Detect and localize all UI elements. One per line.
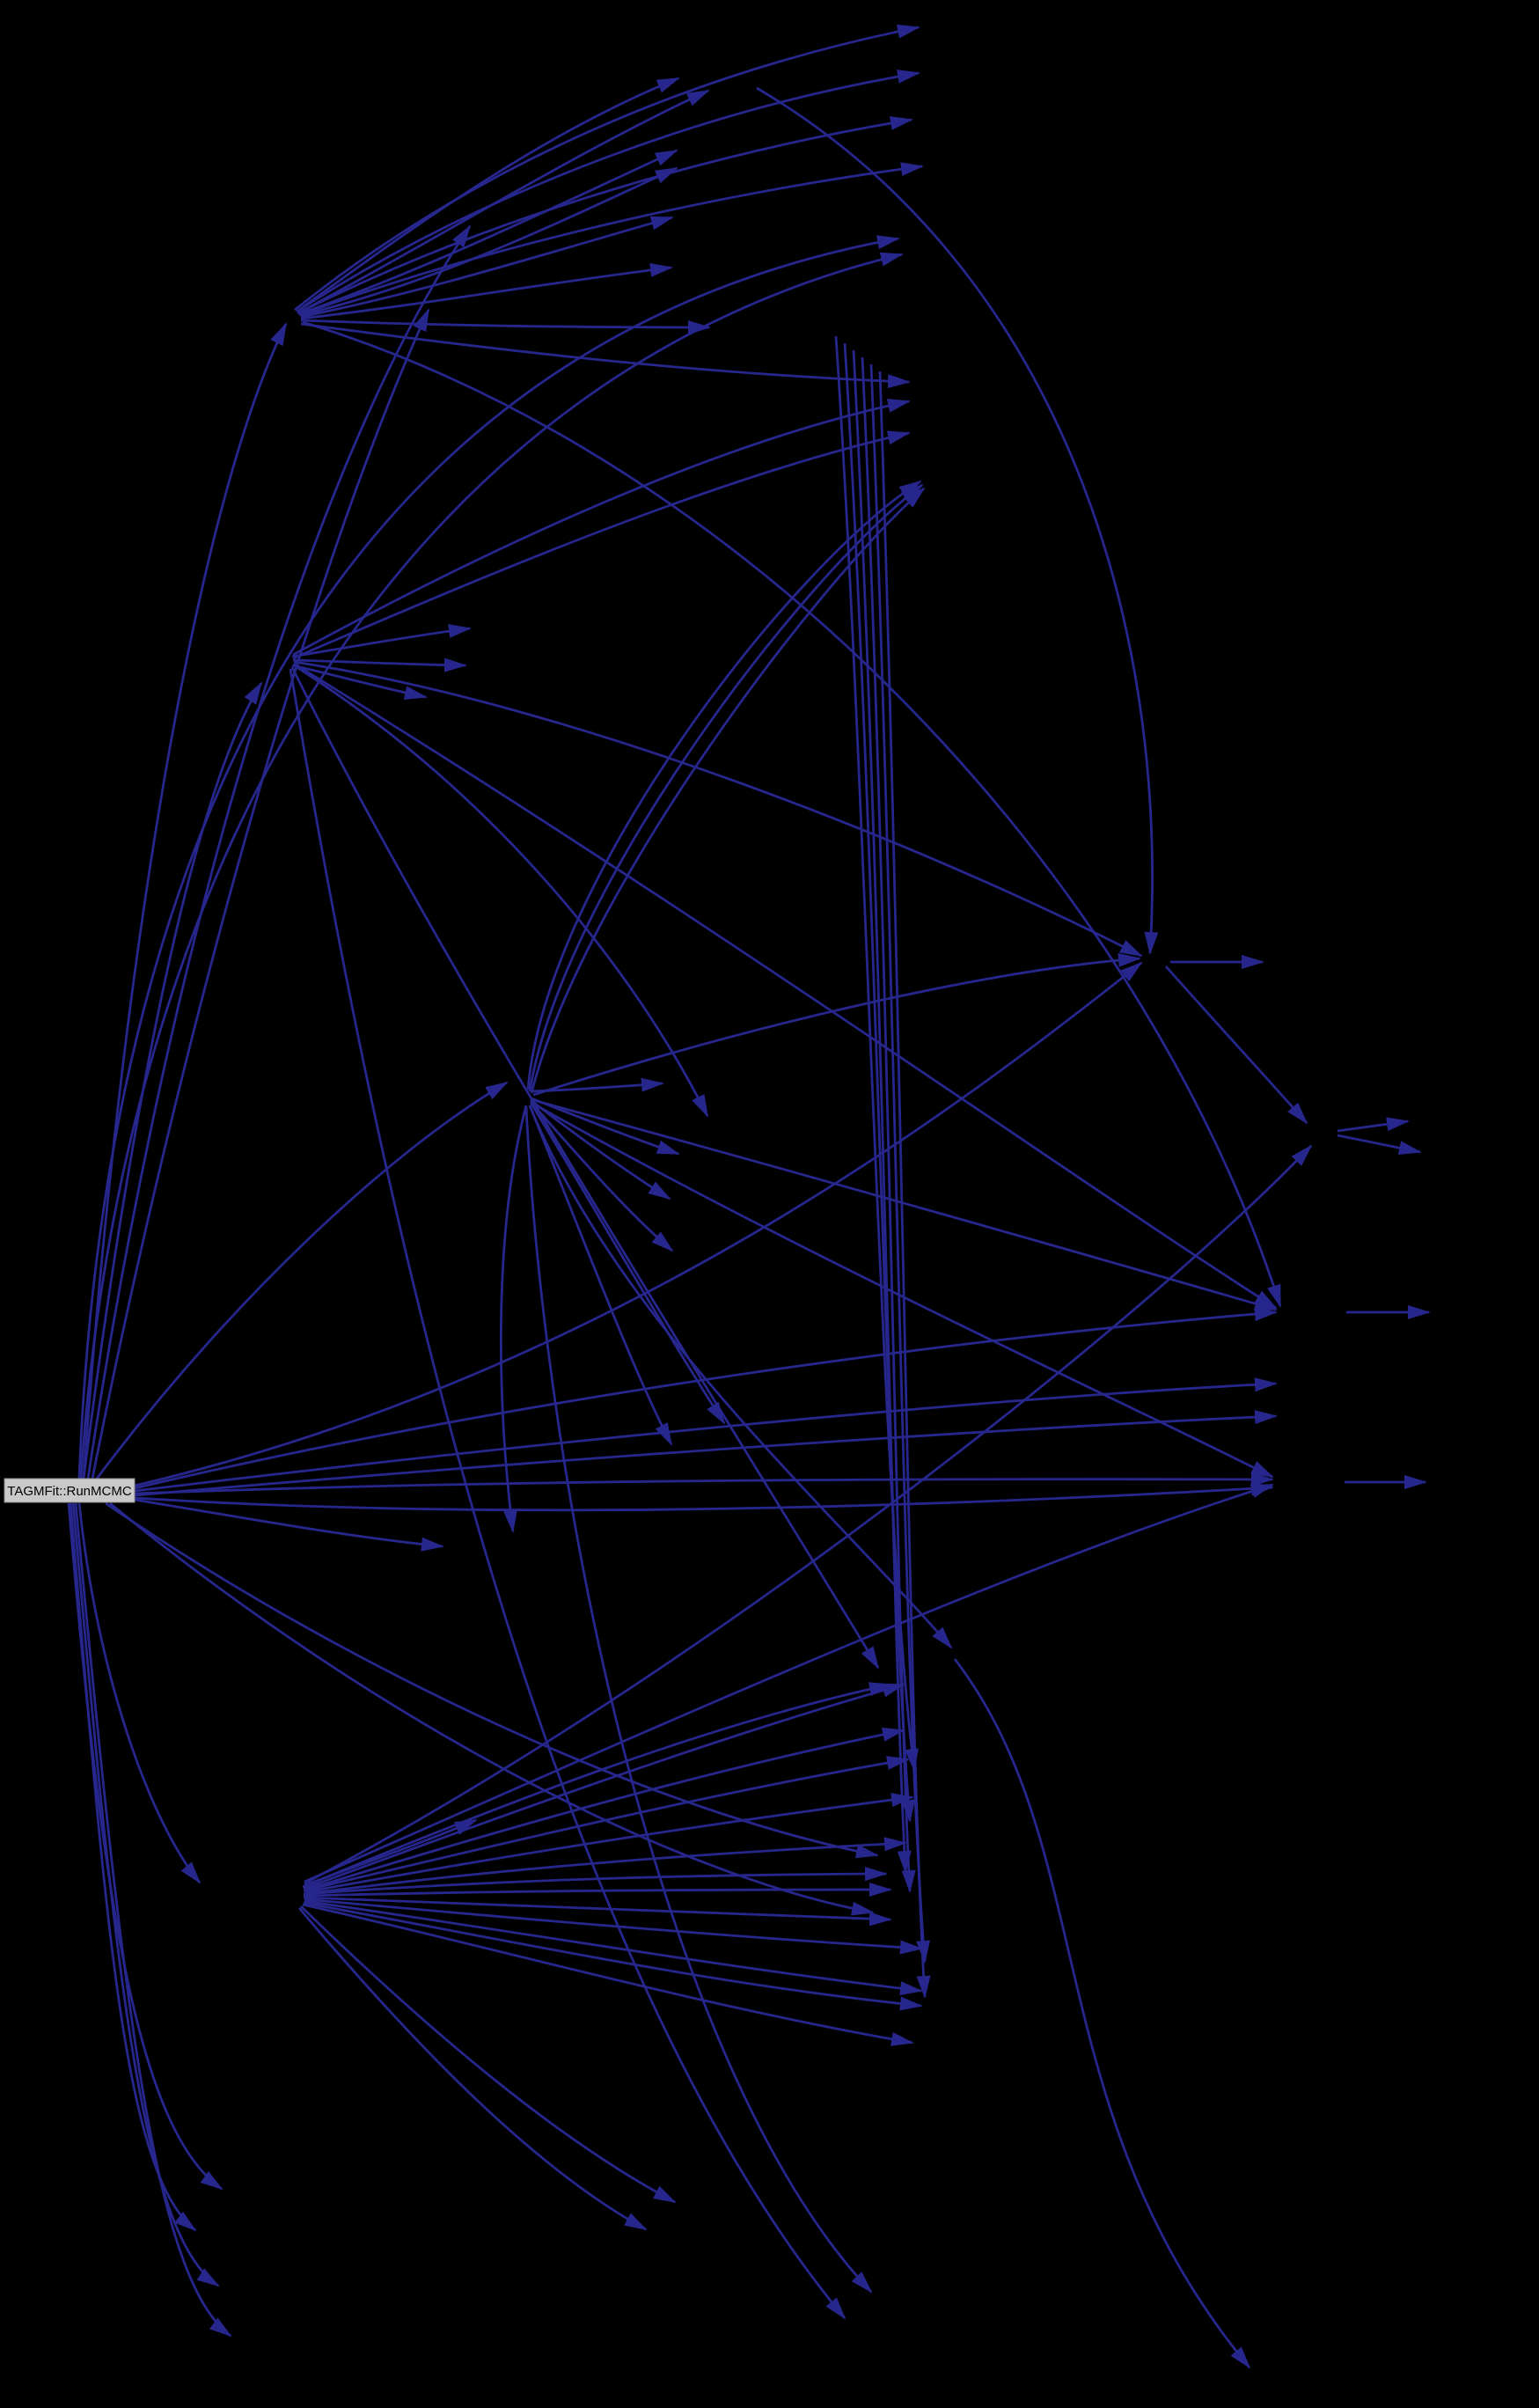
call-edge bbox=[304, 1144, 1313, 1885]
call-edge bbox=[292, 399, 911, 657]
call-edge bbox=[304, 1756, 910, 1892]
call-edge bbox=[303, 1883, 892, 1898]
call-edge bbox=[67, 1502, 224, 2191]
call-edge bbox=[292, 430, 911, 660]
call-edge bbox=[834, 335, 919, 1772]
root-node[interactable]: TAGMFit::RunMCMC bbox=[4, 1478, 136, 1503]
call-edge bbox=[302, 1903, 914, 2046]
call-edge bbox=[296, 70, 920, 313]
call-edge bbox=[79, 252, 904, 1479]
root-node-label: TAGMFit::RunMCMC bbox=[7, 1484, 132, 1499]
root-node-box[interactable] bbox=[4, 1479, 135, 1502]
call-edge bbox=[291, 664, 428, 701]
call-edge bbox=[290, 666, 880, 1670]
call-edge bbox=[134, 1307, 1278, 1490]
call-edge bbox=[300, 216, 674, 319]
call-edge bbox=[292, 657, 467, 672]
call-edge bbox=[300, 322, 911, 389]
call-edge bbox=[297, 116, 913, 315]
call-edge bbox=[530, 1103, 726, 1425]
call-edge bbox=[289, 668, 846, 2320]
call-edge bbox=[304, 1837, 907, 1896]
call-edge bbox=[298, 162, 924, 317]
call-edge bbox=[77, 1502, 202, 1884]
call-edge bbox=[95, 1081, 509, 1479]
call-edge bbox=[756, 86, 1159, 955]
call-edge bbox=[303, 1901, 923, 2011]
call-edge bbox=[82, 681, 263, 1479]
call-edge bbox=[529, 1101, 674, 1252]
call-edge bbox=[300, 319, 711, 334]
call-edge bbox=[878, 371, 931, 1999]
call-edge bbox=[524, 1106, 873, 2294]
call-edge bbox=[526, 480, 922, 1090]
call-edge bbox=[303, 1683, 905, 1890]
call-edge bbox=[294, 24, 920, 312]
call-edge bbox=[291, 624, 472, 658]
call-edge bbox=[499, 1105, 528, 1533]
call-edge bbox=[304, 1483, 1274, 1883]
call-edges-group bbox=[67, 24, 1431, 2369]
call-edge bbox=[293, 662, 1278, 1310]
call-edge bbox=[71, 1502, 220, 2287]
call-edge bbox=[300, 166, 678, 317]
call-edge bbox=[109, 1501, 875, 1916]
call-edge bbox=[77, 235, 900, 1479]
call-edge bbox=[134, 1481, 1274, 1512]
call-edge bbox=[843, 342, 916, 1823]
call-edge bbox=[134, 1410, 1278, 1497]
call-edge bbox=[297, 1907, 648, 2231]
call-edge bbox=[82, 322, 288, 1479]
call-edge bbox=[300, 262, 673, 320]
call-edge bbox=[300, 89, 710, 313]
call-edge bbox=[69, 1502, 197, 2232]
call-edge bbox=[861, 356, 916, 1893]
call-edge bbox=[300, 149, 678, 315]
call-edge bbox=[298, 77, 680, 312]
call-edge bbox=[304, 1898, 923, 1955]
call-edge bbox=[91, 308, 430, 1479]
call-edge bbox=[852, 349, 912, 1874]
call-edge bbox=[105, 1501, 879, 1859]
call-edge bbox=[304, 1899, 923, 1996]
call-edge bbox=[1164, 965, 1308, 1125]
call-edge bbox=[74, 1502, 232, 2338]
call-edge bbox=[528, 1105, 673, 1446]
call-edge bbox=[134, 1498, 444, 1552]
call-edge bbox=[304, 1793, 914, 1894]
call-edge bbox=[953, 1658, 1251, 2369]
call-edge bbox=[293, 664, 709, 1118]
call-edge bbox=[134, 1377, 1278, 1493]
call-edge bbox=[304, 1818, 478, 1887]
call-edge bbox=[302, 1682, 892, 1889]
call-edge bbox=[532, 1102, 1274, 1479]
call-edge bbox=[303, 1896, 892, 1927]
call-edge bbox=[1337, 1117, 1410, 1133]
call-edge bbox=[86, 224, 472, 1479]
call-edge bbox=[530, 487, 926, 1094]
call-edge bbox=[302, 320, 1282, 1308]
call-edge bbox=[303, 1867, 888, 1896]
call-edge bbox=[1337, 1134, 1422, 1155]
call-edge bbox=[293, 660, 1143, 958]
call-edge bbox=[134, 961, 1143, 1487]
call-edge bbox=[303, 1727, 905, 1892]
call-edge bbox=[134, 1472, 1274, 1495]
root-node-border bbox=[4, 1478, 136, 1503]
call-edge bbox=[300, 1905, 677, 2204]
call-edge bbox=[532, 1098, 1278, 1311]
